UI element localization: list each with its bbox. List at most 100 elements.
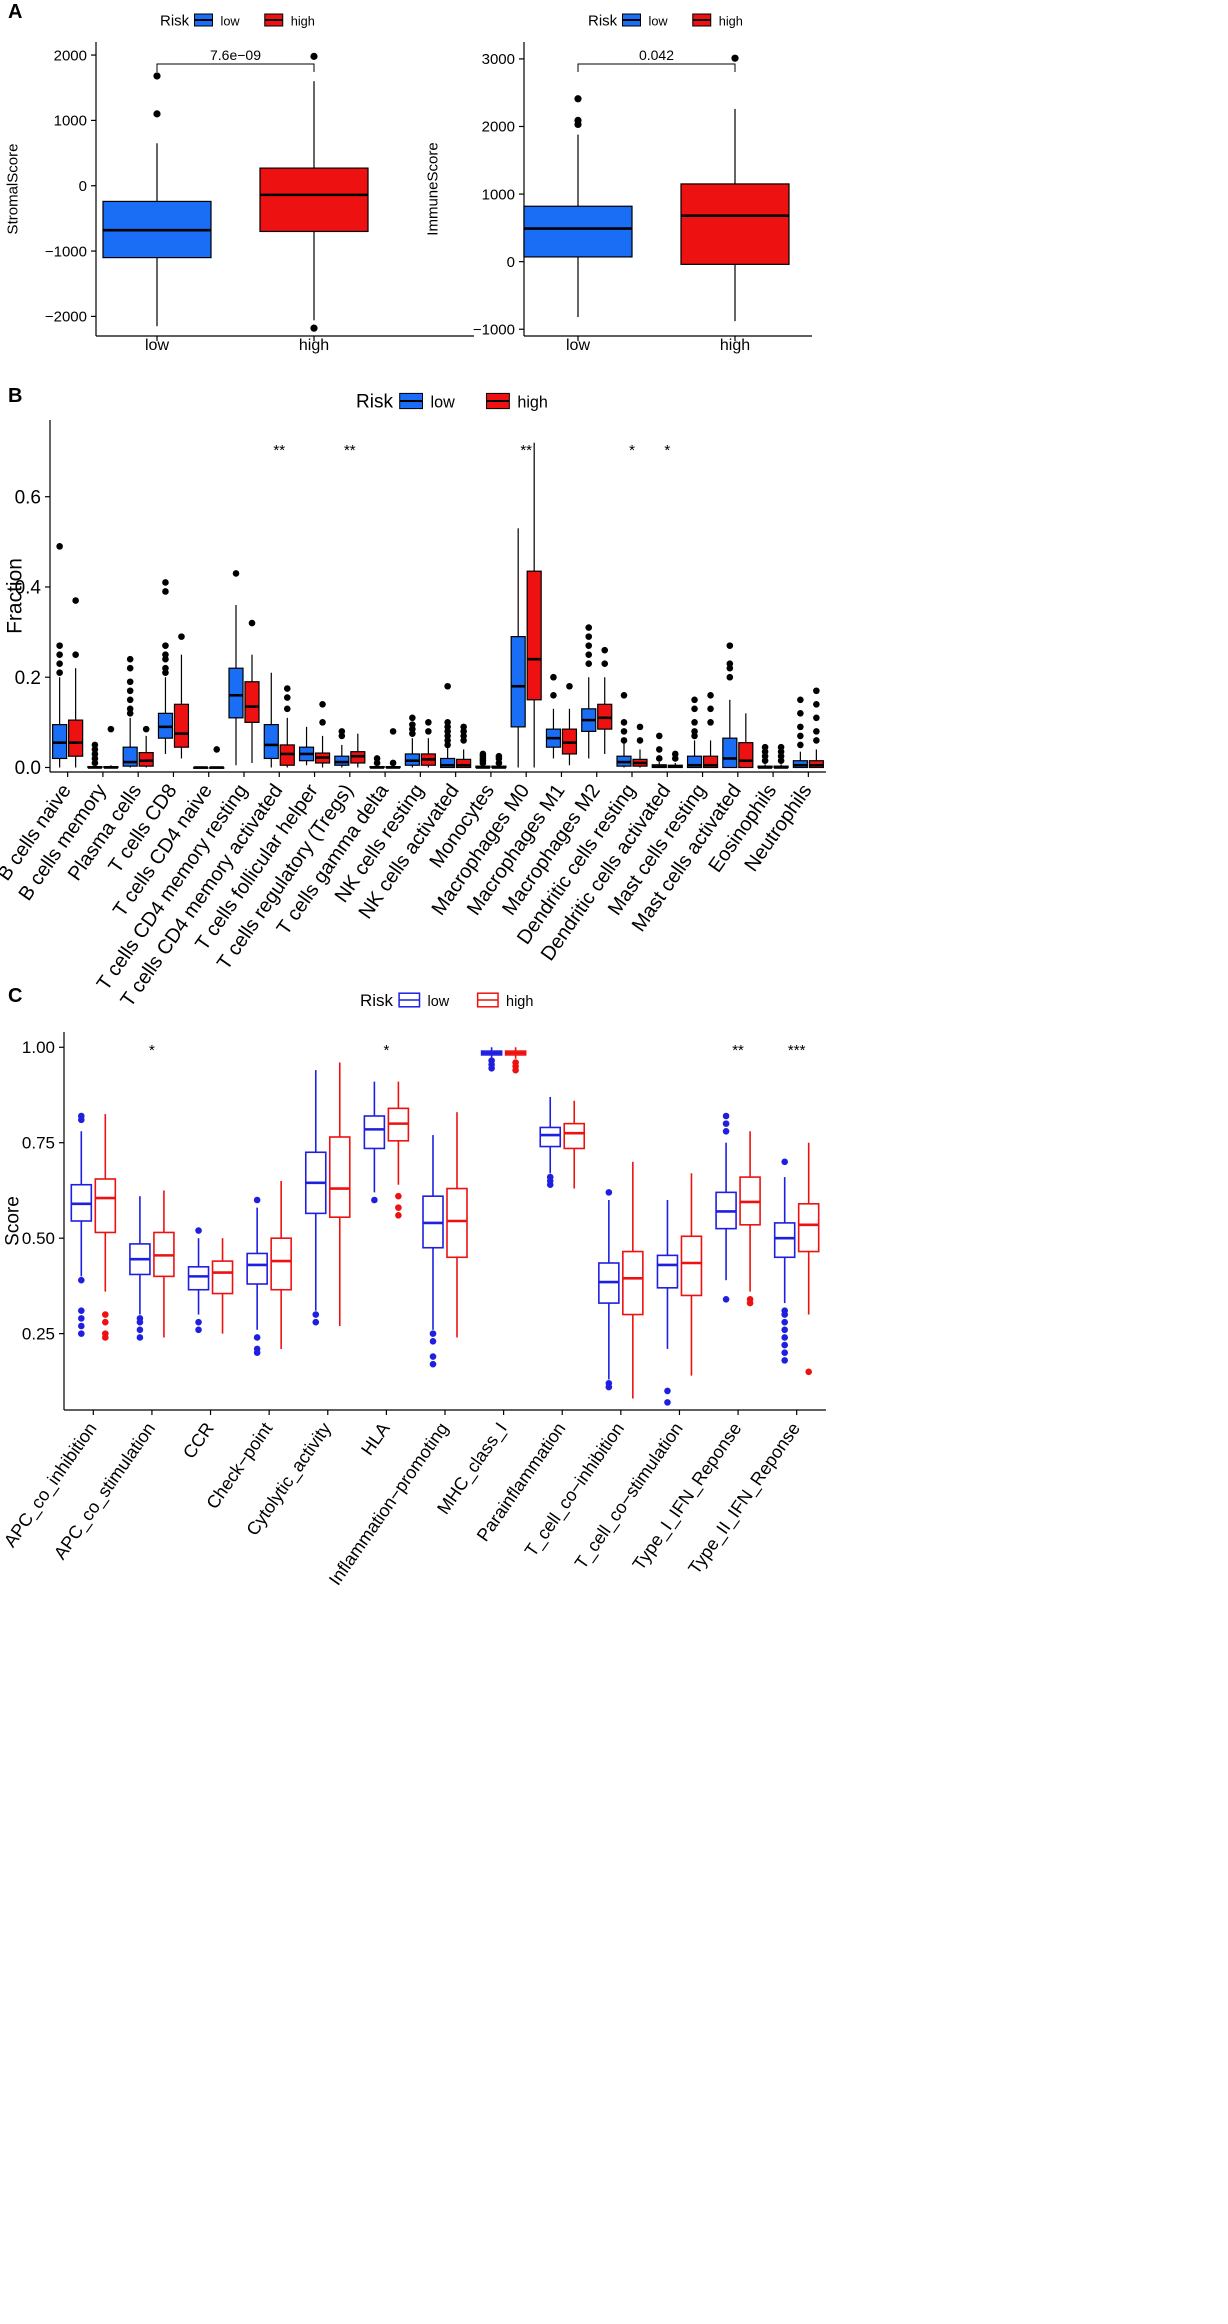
outlier-point: [425, 719, 432, 726]
outlier-point: [409, 714, 416, 722]
outlier-point: [444, 737, 451, 744]
y-tick-label: 0.2: [15, 668, 41, 689]
y-tick-label: 0.4: [15, 578, 42, 599]
box-low: [129, 1196, 151, 1341]
x-tick-label: APC_co_stimulation: [50, 1419, 160, 1564]
outlier-point: [781, 1334, 788, 1341]
box-iqr: [244, 681, 260, 723]
outlier-point: [56, 660, 63, 667]
y-tick-label: 0.0: [15, 758, 41, 779]
x-tick-label: T_cell_co−inhibition: [521, 1419, 629, 1561]
outlier-point: [371, 1196, 378, 1204]
x-tick-label: low: [566, 337, 590, 354]
outlier-point: [409, 730, 416, 737]
outlier-point: [781, 1158, 788, 1166]
box-iqr: [773, 1222, 796, 1259]
box-iqr: [797, 1203, 820, 1253]
box-iqr: [680, 183, 790, 265]
outlier-point: [460, 723, 467, 731]
box-low: [122, 655, 138, 768]
outlier-point: [605, 1189, 613, 1196]
outlier-point: [102, 1311, 109, 1318]
axes: 0.25 0.50 0.75 1.00 Score: [3, 1032, 826, 1411]
box-low: [440, 682, 456, 769]
box-iqr: [456, 758, 472, 769]
outlier-point: [746, 1299, 754, 1307]
box-high: [420, 719, 436, 768]
box-low: [369, 755, 385, 769]
outlier-point: [691, 705, 698, 713]
axes: −1000 0 1000 2000 3000 ImmuneScore: [424, 42, 812, 338]
outlier-point: [620, 719, 628, 726]
box-iqr: [334, 755, 350, 766]
outlier-point: [78, 1315, 85, 1322]
box-high: [622, 1161, 644, 1399]
box-low: [480, 1047, 503, 1072]
box-high: [350, 733, 366, 768]
outlier-point: [460, 737, 467, 744]
outlier-point: [425, 728, 432, 735]
box-high: [259, 52, 369, 332]
outlier-point: [655, 732, 663, 740]
outlier-point: [153, 72, 161, 80]
box-high: [328, 1062, 351, 1326]
outlier-point: [495, 759, 503, 767]
box-iqr: [523, 205, 633, 258]
x-tick-label: low: [145, 337, 169, 354]
outlier-point: [460, 732, 467, 740]
box-low: [792, 696, 808, 769]
box-iqr: [686, 755, 703, 769]
outlier-point: [126, 678, 134, 686]
outlier-point: [373, 755, 381, 762]
box-iqr: [187, 1266, 210, 1291]
boxes: [102, 52, 369, 332]
outlier-point: [585, 651, 593, 658]
outlier-point: [550, 673, 557, 681]
outlier-point: [761, 752, 769, 760]
y-tick-label: 0.50: [22, 1229, 55, 1248]
box-iqr: [539, 1126, 562, 1148]
box-high: [739, 1131, 761, 1307]
box-high: [632, 723, 648, 768]
legend-label-low: low: [221, 13, 241, 28]
legend: Risk low high: [160, 12, 315, 29]
box-high: [446, 1112, 468, 1338]
outlier-point: [777, 748, 785, 755]
box-low: [539, 1096, 562, 1189]
outlier-point: [797, 696, 804, 704]
outlier-point: [620, 737, 628, 744]
outlier-point: [781, 1311, 788, 1318]
box-low: [246, 1196, 268, 1357]
boxes: [523, 54, 790, 322]
box-low: [651, 732, 667, 769]
box-high: [680, 1173, 703, 1376]
box-low: [102, 72, 212, 327]
outlier-point: [797, 732, 804, 740]
box-iqr: [526, 570, 542, 701]
outlier-point: [512, 1066, 519, 1074]
outlier-point: [813, 714, 820, 722]
outlier-point: [312, 1318, 320, 1326]
outlier-point: [691, 696, 698, 704]
outlier-point: [722, 1295, 730, 1303]
box-iqr: [363, 1115, 386, 1150]
legend-title: Risk: [356, 392, 393, 413]
outlier-point: [566, 682, 573, 690]
outlier-point: [56, 651, 63, 658]
outlier-point: [707, 691, 714, 699]
box-high: [244, 619, 260, 763]
y-axis-label: Fraction: [3, 558, 26, 634]
outlier-point: [781, 1318, 788, 1326]
outlier-point: [601, 660, 609, 667]
outlier-point: [153, 110, 161, 118]
box-low: [581, 624, 597, 759]
outlier-point: [195, 1326, 202, 1334]
p-value-label: 7.6e−09: [210, 47, 261, 63]
outlier-point: [136, 1318, 144, 1326]
significance-bracket: [156, 63, 315, 72]
outlier-point: [312, 1311, 320, 1318]
outlier-point: [671, 755, 679, 762]
legend-label-high: high: [506, 994, 533, 1010]
outlier-point: [797, 723, 804, 731]
outlier-point: [338, 728, 346, 735]
